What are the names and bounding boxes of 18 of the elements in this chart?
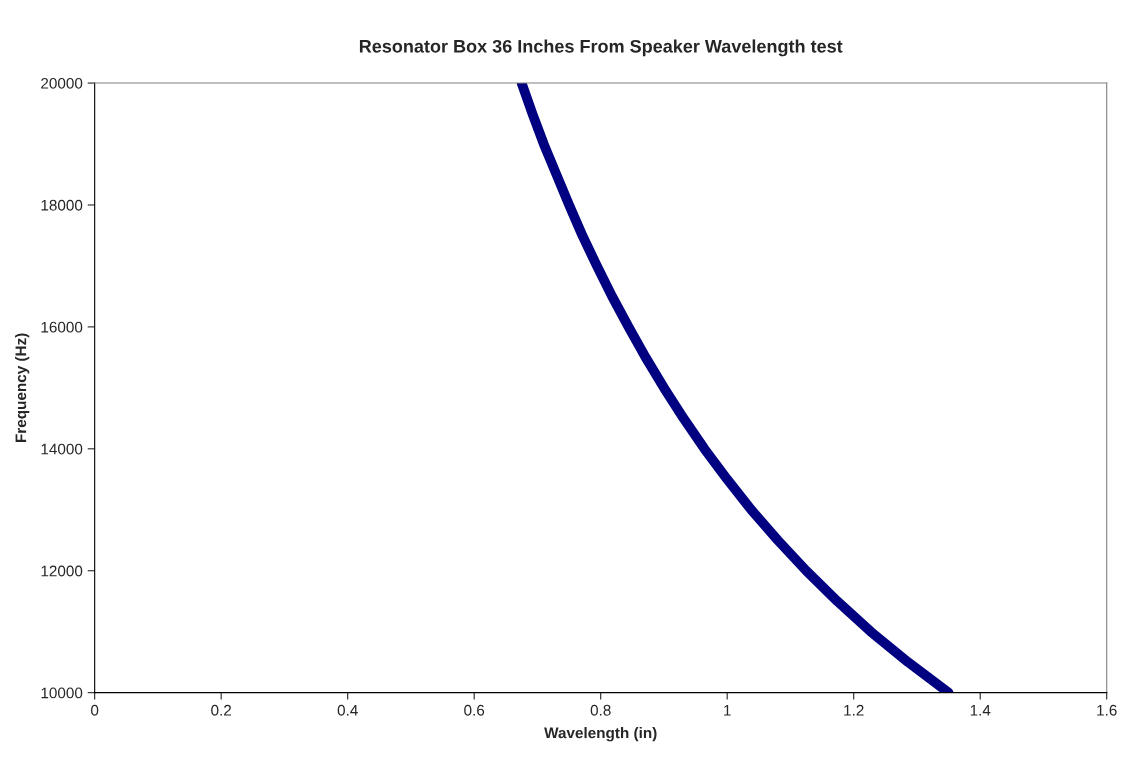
chart-title: Resonator Box 36 Inches From Speaker Wavelength test xyxy=(359,39,843,57)
x-tick-label: 1.4 xyxy=(970,705,991,716)
x-tick-label: 0.4 xyxy=(337,704,358,716)
y-tick-label: 10000 xyxy=(41,687,83,699)
y-tick-label: 18000 xyxy=(41,199,83,211)
x-tick-label: 1 xyxy=(724,705,731,716)
y-tick-label: 16000 xyxy=(41,321,83,333)
x-tick-label: 1.6 xyxy=(1097,704,1117,716)
x-tick-label: 0.8 xyxy=(590,704,611,716)
y-tick-label: 20000 xyxy=(41,77,83,89)
y-axis-title: Frequency (Hz) xyxy=(15,333,30,443)
x-tick-label: 0.6 xyxy=(464,704,485,716)
x-tick-label: 0.2 xyxy=(211,704,232,716)
x-axis-title: Wavelength (in) xyxy=(544,727,657,742)
y-tick-label: 12000 xyxy=(41,565,83,577)
x-tick-label: 1.2 xyxy=(844,704,864,716)
y-tick-label: 14000 xyxy=(41,443,83,455)
x-tick-label: 0 xyxy=(91,704,99,716)
